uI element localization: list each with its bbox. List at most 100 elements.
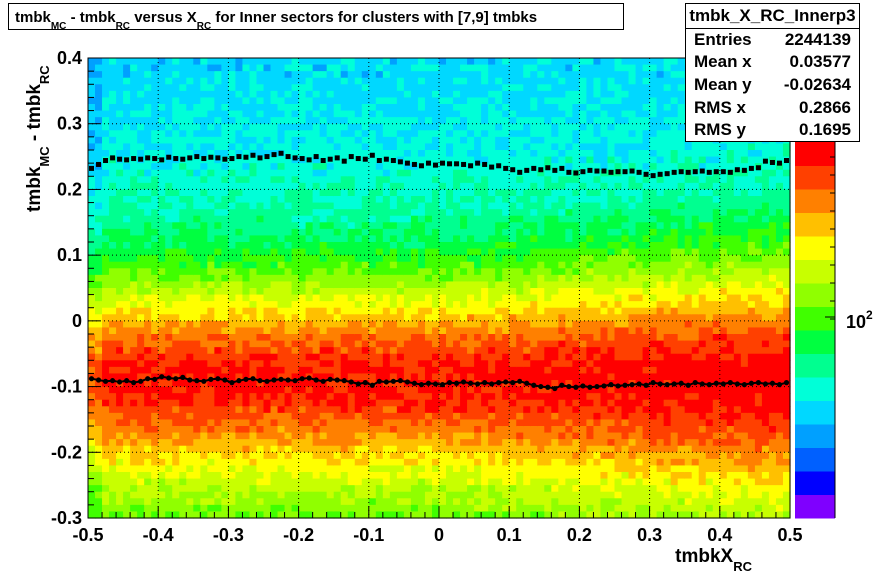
heatmap-cell xyxy=(144,498,152,506)
heatmap-cell xyxy=(509,182,517,191)
heatmap-cell xyxy=(354,353,363,361)
heatmap-cell xyxy=(544,97,552,105)
heatmap-cell xyxy=(270,307,279,315)
heatmap-cell xyxy=(165,196,173,204)
heatmap-cell xyxy=(95,255,103,263)
heatmap-cell xyxy=(109,478,117,486)
heatmap-cell xyxy=(144,215,152,223)
heatmap-cell xyxy=(403,478,412,486)
heatmap-cell xyxy=(439,169,447,177)
heatmap-cell xyxy=(572,117,580,125)
heatmap-cell xyxy=(172,320,180,329)
heatmap-cell xyxy=(424,472,433,480)
heatmap-cell xyxy=(256,228,265,237)
heatmap-cell xyxy=(565,380,573,388)
heatmap-cell xyxy=(172,314,180,322)
heatmap-cell xyxy=(319,504,328,513)
heatmap-cell xyxy=(396,104,405,112)
heatmap-cell xyxy=(186,136,194,145)
heatmap-cell xyxy=(109,294,117,302)
heatmap-cell xyxy=(572,189,580,197)
heatmap-cell xyxy=(137,288,145,296)
heatmap-cell xyxy=(116,386,124,394)
heatmap-cell xyxy=(565,445,573,453)
heatmap-cell xyxy=(424,202,433,210)
heatmap-cell xyxy=(361,71,370,79)
heatmap-cell xyxy=(488,209,496,217)
heatmap-cell xyxy=(474,90,482,99)
heatmap-cell xyxy=(298,58,307,66)
heatmap-cell xyxy=(228,163,237,171)
heatmap-cell xyxy=(102,209,110,217)
heatmap-cell xyxy=(579,143,588,151)
heatmap-cell xyxy=(375,169,384,177)
heatmap-cell xyxy=(326,182,335,191)
heatmap-cell xyxy=(109,373,117,381)
heatmap-cell xyxy=(361,340,370,348)
heatmap-cell xyxy=(424,261,433,269)
heatmap-cell xyxy=(130,228,138,237)
heatmap-cell xyxy=(88,504,96,513)
heatmap-cell xyxy=(172,176,180,184)
heatmap-cell xyxy=(354,222,363,230)
heatmap-cell xyxy=(172,209,180,217)
heatmap-cell xyxy=(530,123,538,131)
heatmap-cell xyxy=(284,511,293,519)
heatmap-cell xyxy=(572,228,580,237)
heatmap-cell xyxy=(95,84,103,92)
heatmap-cell xyxy=(137,452,145,460)
heatmap-cell xyxy=(537,439,545,447)
heatmap-cell xyxy=(284,196,293,204)
heatmap-cell xyxy=(488,130,496,138)
heatmap-cell xyxy=(509,366,517,375)
heatmap-cell xyxy=(403,130,412,138)
heatmap-cell xyxy=(382,334,391,342)
heatmap-cell xyxy=(509,485,517,493)
heatmap-cell xyxy=(509,123,517,131)
heatmap-cell xyxy=(319,307,328,315)
heatmap-cell xyxy=(186,182,194,191)
heatmap-cell xyxy=(544,196,552,204)
heatmap-cell xyxy=(375,360,384,368)
heatmap-cell xyxy=(467,104,475,112)
heatmap-cell xyxy=(481,399,489,407)
heatmap-cell xyxy=(284,202,293,210)
heatmap-cell xyxy=(502,419,510,427)
heatmap-cell xyxy=(474,288,482,296)
heatmap-cell xyxy=(417,123,426,131)
heatmap-cell xyxy=(88,301,96,309)
heatmap-cell xyxy=(221,274,229,283)
heatmap-cell xyxy=(502,347,510,355)
heatmap-cell xyxy=(439,491,447,499)
heatmap-cell xyxy=(431,472,440,480)
heatmap-cell xyxy=(305,340,314,348)
heatmap-cell xyxy=(347,268,356,276)
heatmap-cell xyxy=(389,504,398,513)
heatmap-cell xyxy=(137,491,145,499)
heatmap-cell xyxy=(207,150,215,158)
heatmap-cell xyxy=(460,110,468,118)
heatmap-cell xyxy=(95,123,103,131)
heatmap-cell xyxy=(586,235,595,243)
heatmap-cell xyxy=(270,182,279,191)
heatmap-cell xyxy=(551,235,559,243)
heatmap-cell xyxy=(277,84,286,92)
heatmap-cell xyxy=(502,301,510,309)
heatmap-cell xyxy=(565,439,573,447)
heatmap-cell xyxy=(460,261,468,269)
heatmap-cell xyxy=(186,176,194,184)
heatmap-cell xyxy=(193,439,201,447)
heatmap-cell xyxy=(424,373,433,381)
heatmap-cell xyxy=(579,136,588,145)
heatmap-cell xyxy=(298,478,307,486)
heatmap-cell xyxy=(453,64,461,72)
heatmap-cell xyxy=(221,406,229,414)
heatmap-cell xyxy=(270,84,279,92)
heatmap-cell xyxy=(509,222,517,230)
heatmap-cell xyxy=(319,419,328,427)
heatmap-cell xyxy=(382,366,391,375)
heatmap-cell xyxy=(439,301,447,309)
heatmap-cell xyxy=(326,58,335,66)
heatmap-cell xyxy=(242,406,251,414)
heatmap-cell xyxy=(551,288,559,296)
